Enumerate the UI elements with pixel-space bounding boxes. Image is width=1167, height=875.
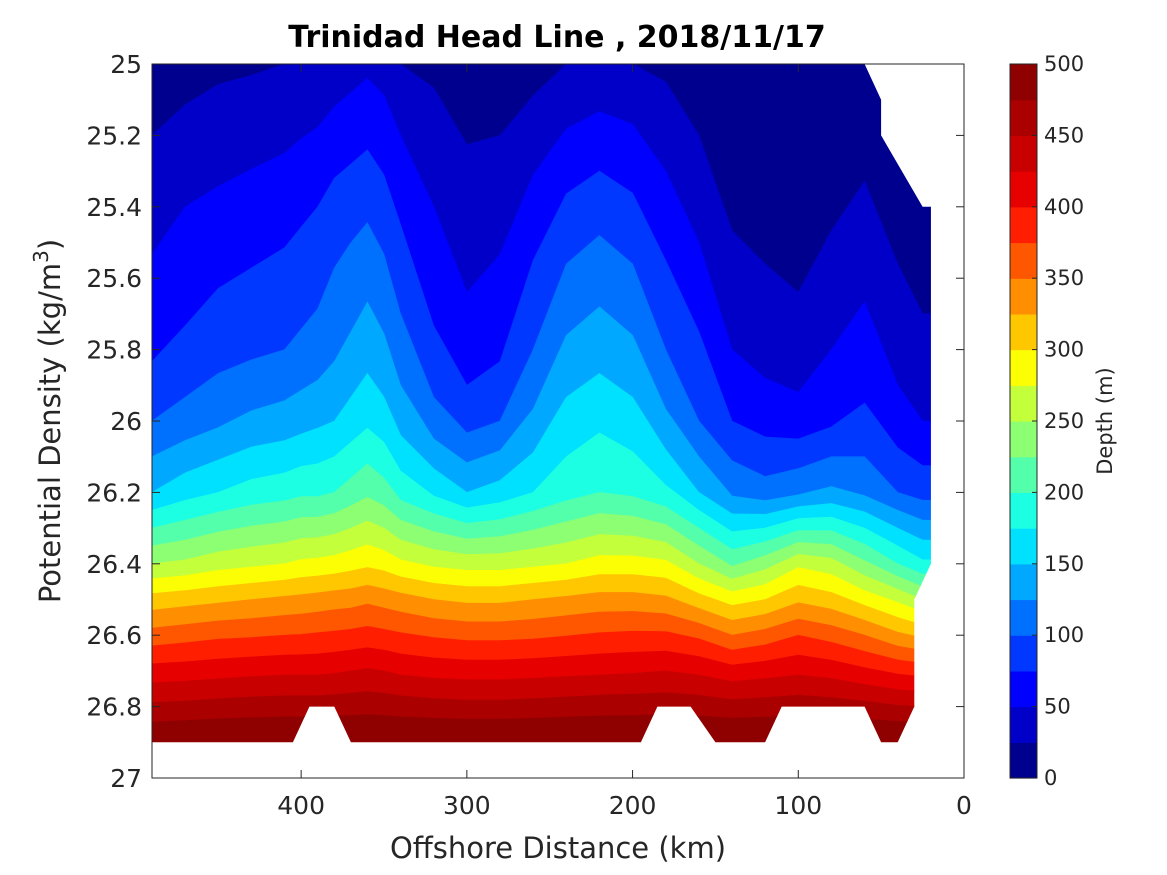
colorbar-segment bbox=[1010, 313, 1037, 351]
colorbar-segment bbox=[1010, 64, 1037, 101]
colorbar-tick-label: 250 bbox=[1044, 409, 1084, 433]
plot-area: 400 300 200 100 0 25 25.2 25.4 25.6 25.8 26 26.2 26… bbox=[86, 50, 972, 820]
colorbar-ticks: 0 50 100 150 200 250 300 350 400 450 500 bbox=[1032, 52, 1084, 790]
colorbar-segment bbox=[1010, 635, 1037, 672]
y-tick-label: 26.6 bbox=[86, 621, 142, 650]
x-tick-label: 300 bbox=[443, 791, 491, 820]
colorbar-segment bbox=[1010, 242, 1037, 279]
colorbar-segment bbox=[1010, 278, 1037, 315]
colorbar-segment bbox=[1010, 349, 1037, 386]
colorbar-label: Depth (m) bbox=[1093, 367, 1117, 474]
colorbar-tick-label: 200 bbox=[1044, 480, 1084, 504]
y-tick-label: 26 bbox=[110, 407, 142, 436]
colorbar bbox=[1010, 64, 1037, 779]
colorbar-segment bbox=[1010, 385, 1037, 422]
y-tick-label: 26.8 bbox=[86, 693, 142, 722]
colorbar-segment bbox=[1010, 599, 1037, 636]
x-axis-label: Offshore Distance (km) bbox=[390, 831, 726, 865]
colorbar-segment bbox=[1010, 670, 1037, 708]
y-tick-label: 25.2 bbox=[86, 121, 142, 150]
chart-title: Trinidad Head Line , 2018/11/17 bbox=[288, 20, 825, 55]
colorbar-segment bbox=[1010, 528, 1037, 565]
x-axis-ticks: 400 300 200 100 0 bbox=[277, 64, 972, 820]
colorbar-segment bbox=[1010, 563, 1037, 601]
contour-fill bbox=[152, 64, 931, 743]
contour-band bbox=[152, 714, 931, 743]
colorbar-tick-label: 0 bbox=[1044, 766, 1057, 790]
colorbar-tick-label: 350 bbox=[1044, 266, 1084, 290]
colorbar-segment bbox=[1010, 171, 1037, 208]
x-tick-label: 100 bbox=[774, 791, 822, 820]
y-axis-label: Potential Density (kg/m3) bbox=[29, 239, 67, 603]
y-tick-label: 27 bbox=[110, 764, 142, 793]
colorbar-segment bbox=[1010, 135, 1037, 172]
colorbar-segment bbox=[1010, 421, 1037, 458]
y-tick-label: 25 bbox=[110, 50, 142, 79]
colorbar-segment bbox=[1010, 206, 1037, 244]
colorbar-segment bbox=[1010, 742, 1037, 779]
x-tick-label: 0 bbox=[956, 791, 972, 820]
colorbar-tick-label: 450 bbox=[1044, 123, 1084, 147]
colorbar-segment bbox=[1010, 706, 1037, 743]
y-tick-label: 25.6 bbox=[86, 264, 142, 293]
y-tick-label: 26.4 bbox=[86, 550, 142, 579]
colorbar-tick-label: 150 bbox=[1044, 552, 1084, 576]
colorbar-tick-label: 100 bbox=[1044, 623, 1084, 647]
y-tick-label: 26.2 bbox=[86, 478, 142, 507]
colorbar-tick-label: 50 bbox=[1044, 695, 1071, 719]
colorbar-segment bbox=[1010, 456, 1037, 493]
colorbar-tick-label: 400 bbox=[1044, 195, 1084, 219]
x-tick-label: 200 bbox=[609, 791, 657, 820]
colorbar-segment bbox=[1010, 492, 1037, 529]
colorbar-tick-label: 300 bbox=[1044, 338, 1084, 362]
y-axis-ticks: 25 25.2 25.4 25.6 25.8 26 26.2 26.4 26.6 26.8 27 bbox=[86, 50, 964, 793]
x-tick-label: 400 bbox=[277, 791, 325, 820]
colorbar-tick-label: 500 bbox=[1044, 52, 1084, 76]
colorbar-segment bbox=[1010, 99, 1037, 136]
y-tick-label: 25.8 bbox=[86, 336, 142, 365]
contour-band bbox=[152, 64, 931, 315]
y-tick-label: 25.4 bbox=[86, 193, 142, 222]
